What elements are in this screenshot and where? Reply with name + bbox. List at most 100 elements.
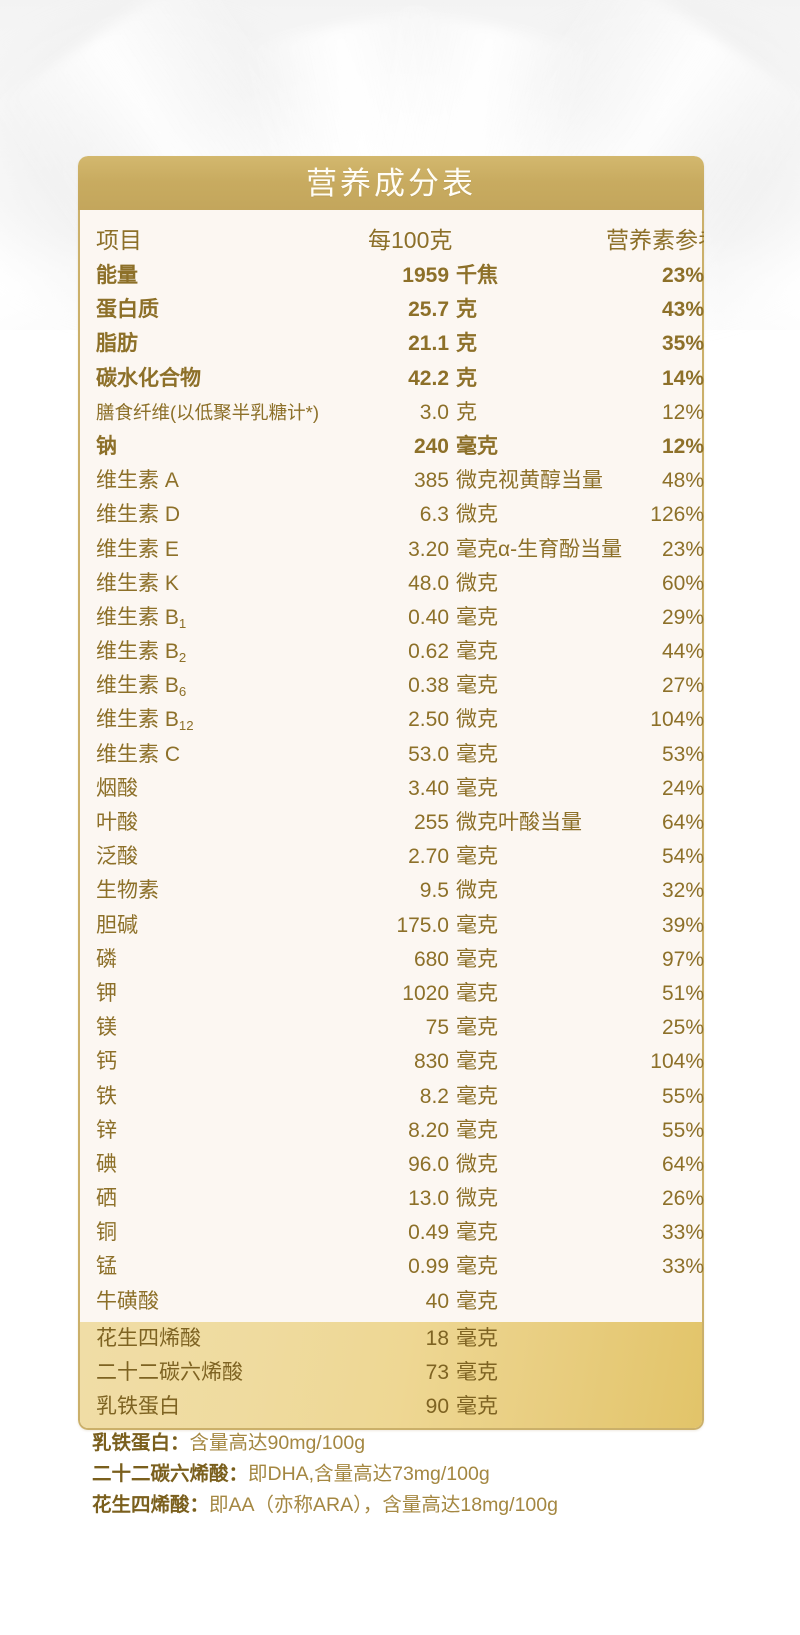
nutrient-amount: 385 (413, 469, 449, 493)
table-row: 维生素 B6 0.38 毫克 27% (80, 669, 704, 703)
table-row: 二十二碳六烯酸 73 毫克 (80, 1356, 702, 1390)
nutrient-unit: 毫克 (456, 434, 498, 458)
footnote-text: 含量高达90mg/100g (189, 1432, 366, 1454)
table-row: 碘 96.0 微克 64% (80, 1148, 704, 1182)
table-row: 维生素 E 3.20 毫克α-生育酚当量 23% (80, 533, 704, 567)
nutrient-name: 钾 (96, 981, 117, 1005)
nutrient-unit: 毫克 (456, 1016, 498, 1040)
nutrient-unit: 微克 (456, 708, 498, 732)
nutrient-nrv-percent: 64% (661, 811, 704, 834)
nutrient-unit: 毫克 (456, 1361, 498, 1384)
nutrient-unit: 微克 (456, 1152, 498, 1176)
nutrient-amount: 255 (413, 811, 449, 834)
nutrient-name: 脂肪 (96, 332, 138, 356)
nutrient-unit: 毫克 (456, 1395, 498, 1419)
nutrient-unit: 毫克 (456, 640, 498, 664)
nutrient-name: 蛋白质 (96, 298, 159, 322)
nutrient-amount: 2.70 (408, 845, 449, 869)
nutrient-amount: 2.50 (408, 708, 449, 732)
nutrient-amount: 9.5 (419, 879, 449, 903)
table-row: 能量 1959 千焦 23% (80, 259, 704, 293)
nutrient-unit: 克 (456, 332, 477, 356)
nutrient-name: 锰 (96, 1255, 117, 1279)
nutrient-name: 维生素 B2 (96, 640, 187, 665)
nutrient-unit: 微克 (456, 1187, 498, 1211)
nutrient-nrv-percent: 48% (661, 469, 704, 493)
footnote-line: 花生四烯酸：即AA（亦称ARA），含量高达18mg/100g (92, 1490, 732, 1521)
nutrient-name: 花生四烯酸 (96, 1326, 201, 1350)
nutrient-name: 乳铁蛋白 (96, 1395, 180, 1419)
nutrient-nrv-percent: 12% (661, 434, 704, 458)
nutrient-nrv-percent: 33% (661, 1221, 704, 1245)
nutrient-nrv-percent: 60% (661, 571, 704, 595)
nutrient-name: 硒 (96, 1187, 117, 1211)
nutrient-unit: 微克视黄醇当量 (456, 469, 603, 493)
table-row: 钙 830 毫克 104% (80, 1045, 704, 1079)
nutrient-nrv-percent: 35% (661, 332, 704, 356)
nutrient-amount: 13.0 (408, 1187, 449, 1211)
table-row: 膳食纤维(以低聚半乳糖计*) 3.0 克 12% (80, 396, 704, 430)
nutrition-row-list: 能量 1959 千焦 23% 蛋白质 25.7 克 43% 脂肪 21.1 克 35% 碳水化合物 42.… (80, 259, 704, 1319)
nutrient-nrv-percent: 23% (661, 537, 704, 561)
nutrient-name: 维生素 B1 (96, 605, 187, 631)
table-row: 维生素 K 48.0 微克 60% (80, 567, 704, 601)
nutrient-nrv-percent: 14% (661, 366, 704, 390)
nutrition-table-body: 项目 每100克 营养素参考值% 能量 1959 千焦 23% 蛋白质 25.7 克 43% 脂… (78, 210, 704, 1431)
nutrient-name: 胆碱 (96, 913, 138, 937)
footnote-label: 花生四烯酸： (92, 1494, 210, 1516)
nutrient-unit: 毫克 (456, 1084, 498, 1108)
nutrient-unit: 毫克 (456, 1118, 498, 1142)
nutrient-unit: 毫克 (456, 776, 498, 800)
nutrient-amount: 680 (413, 947, 449, 971)
nutrient-unit: 克 (456, 298, 477, 322)
nutrient-nrv-percent: 25% (661, 1016, 704, 1040)
nutrient-nrv-percent: 26% (661, 1187, 704, 1211)
footnote-line: 乳铁蛋白：含量高达90mg/100g (92, 1428, 732, 1459)
table-row: 牛磺酸 40 毫克 (80, 1285, 702, 1319)
nutrient-nrv-percent: 54% (661, 845, 704, 869)
nutrient-name: 锌 (96, 1118, 117, 1142)
table-row: 铜 0.49 毫克 33% (80, 1216, 704, 1250)
nutrient-amount: 1020 (402, 981, 449, 1005)
footnote-list: 乳铁蛋白：含量高达90mg/100g 二十二碳六烯酸：即DHA,含量高达73mg/… (92, 1428, 732, 1521)
nutrient-name: 钙 (96, 1050, 117, 1074)
nutrient-name: 维生素 E (96, 537, 179, 561)
nutrient-unit: 毫克 (456, 845, 498, 869)
table-row: 泛酸 2.70 毫克 54% (80, 840, 704, 874)
nutrient-amount: 0.62 (408, 640, 449, 664)
footnote-label: 二十二碳六烯酸： (92, 1463, 249, 1485)
nutrient-unit: 微克 (456, 571, 498, 595)
nutrient-nrv-percent: 12% (661, 400, 704, 424)
nutrient-name: 碘 (96, 1152, 117, 1176)
nutrient-unit: 毫克 (456, 981, 498, 1005)
nutrient-nrv-percent: 104% (650, 1050, 704, 1074)
nutrient-unit: 毫克 (456, 1289, 498, 1313)
nutrient-amount: 0.40 (408, 605, 449, 629)
nutrient-unit: 毫克 (456, 913, 498, 937)
nutrient-name: 铜 (96, 1221, 117, 1245)
table-row: 镁 75 毫克 25% (80, 1011, 704, 1045)
nutrient-amount: 3.20 (408, 537, 449, 561)
nutrient-name: 生物素 (96, 879, 159, 903)
nutrient-nrv-percent: 27% (661, 674, 704, 698)
nutrition-table-title: 营养成分表 (306, 165, 476, 201)
nutrient-nrv-percent: 24% (661, 776, 704, 800)
nutrient-nrv-percent: 55% (661, 1118, 704, 1142)
table-row: 磷 680 毫克 97% (80, 943, 704, 977)
nutrient-name: 碳水化合物 (96, 366, 201, 390)
table-row: 钠 240 毫克 12% (80, 430, 704, 464)
nutrient-amount: 8.2 (419, 1084, 449, 1108)
nutrient-unit: 毫克 (456, 742, 498, 766)
nutrient-amount: 0.38 (408, 674, 449, 698)
nutrient-amount: 75 (425, 1016, 449, 1040)
nutrient-amount: 96.0 (408, 1152, 449, 1176)
nutrient-amount: 0.49 (408, 1221, 449, 1245)
nutrient-unit: 毫克 (456, 1326, 498, 1350)
nutrient-unit: 毫克α-生育酚当量 (456, 537, 623, 561)
nutrient-unit: 微克叶酸当量 (456, 811, 582, 834)
nutrient-name: 钠 (96, 434, 117, 458)
table-row: 维生素 C 53.0 毫克 53% (80, 738, 704, 772)
column-header-per-100g: 每100克 (368, 226, 453, 253)
nutrient-nrv-percent: 43% (661, 298, 704, 322)
nutrient-nrv-percent: 51% (661, 981, 704, 1005)
